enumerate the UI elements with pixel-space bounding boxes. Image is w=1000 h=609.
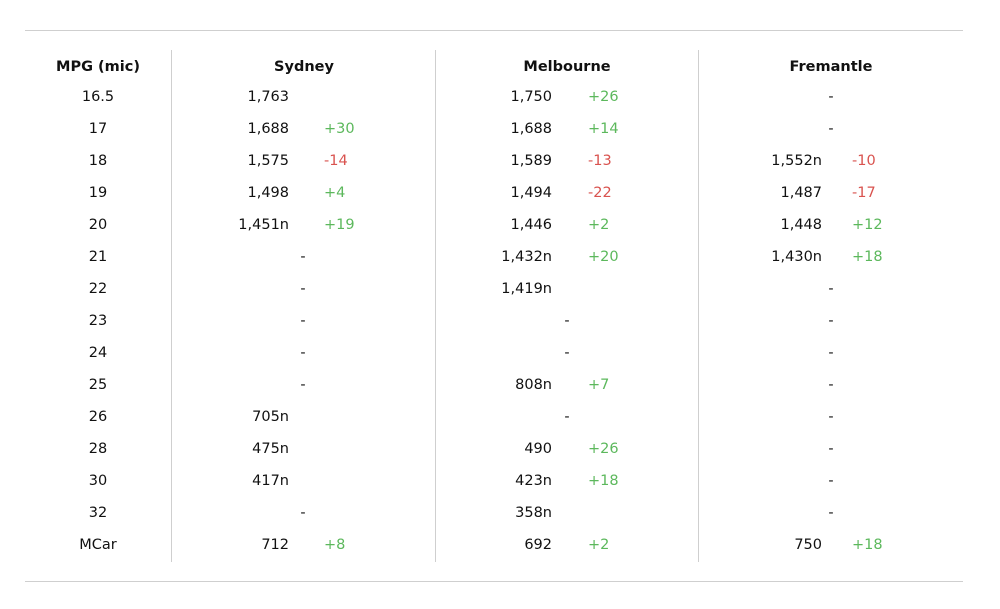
empty-cell-dash: - [828,505,834,521]
empty-cell-dash: - [828,345,834,361]
cell-change: +18 [852,537,883,553]
row-label: 30 [88,473,108,489]
header-sydney: Sydney [274,59,334,75]
row-label: 23 [88,313,108,329]
row-label: 32 [88,505,108,521]
cell-value: 1,446 [510,217,552,233]
cell-change: +8 [324,537,346,553]
empty-cell-dash: - [828,473,834,489]
column-divider [698,50,699,562]
empty-cell-dash: - [300,313,306,329]
cell-value: 1,419n [501,281,552,297]
cell-value: 1,589 [510,153,552,169]
cell-change: -10 [852,153,876,169]
cell-value: 1,487 [780,185,822,201]
row-label: MCar [79,537,117,553]
cell-value: 750 [794,537,822,553]
cell-change: +26 [588,441,619,457]
empty-cell-dash: - [300,249,306,265]
cell-change: +2 [588,217,610,233]
empty-cell-dash: - [564,345,570,361]
row-label: 20 [88,217,108,233]
row-label: 26 [88,409,108,425]
cell-value: 705n [252,409,289,425]
header-fremantle: Fremantle [789,59,873,75]
cell-change: +18 [852,249,883,265]
cell-value: 1,494 [510,185,552,201]
cell-change: -22 [588,185,612,201]
cell-change: -14 [324,153,348,169]
empty-cell-dash: - [828,281,834,297]
empty-cell-dash: - [300,281,306,297]
empty-cell-dash: - [828,313,834,329]
cell-value: 1,688 [510,121,552,137]
cell-value: 417n [252,473,289,489]
cell-value: 1,750 [510,89,552,105]
cell-change: +14 [588,121,619,137]
cell-value: 490 [524,441,552,457]
cell-value: 1,498 [247,185,289,201]
row-label: 24 [88,345,108,361]
cell-value: 1,763 [247,89,289,105]
cell-value: 808n [515,377,552,393]
row-label: 28 [88,441,108,457]
cell-value: 423n [515,473,552,489]
row-label: 22 [88,281,108,297]
cell-value: 1,448 [780,217,822,233]
empty-cell-dash: - [828,121,834,137]
cell-change: +30 [324,121,355,137]
cell-value: 1,430n [771,249,822,265]
cell-change: +20 [588,249,619,265]
cell-change: +7 [588,377,610,393]
cell-change: +26 [588,89,619,105]
header-melbourne: Melbourne [523,59,611,75]
top-rule [25,30,963,31]
row-label: 19 [88,185,108,201]
bottom-rule [25,581,963,582]
empty-cell-dash: - [300,377,306,393]
cell-value: 692 [524,537,552,553]
empty-cell-dash: - [828,441,834,457]
cell-value: 1,552n [771,153,822,169]
cell-value: 712 [261,537,289,553]
empty-cell-dash: - [828,89,834,105]
cell-change: -17 [852,185,876,201]
row-label: 18 [88,153,108,169]
column-divider [435,50,436,562]
cell-change: -13 [588,153,612,169]
cell-change: +12 [852,217,883,233]
row-label: 17 [88,121,108,137]
empty-cell-dash: - [828,377,834,393]
cell-value: 1,575 [247,153,289,169]
header-label-column: MPG (mic) [56,59,140,75]
cell-change: +4 [324,185,346,201]
empty-cell-dash: - [564,409,570,425]
cell-change: +19 [324,217,355,233]
cell-value: 1,688 [247,121,289,137]
cell-value: 1,432n [501,249,552,265]
empty-cell-dash: - [564,313,570,329]
column-divider [171,50,172,562]
cell-value: 1,451n [238,217,289,233]
cell-change: +2 [588,537,610,553]
cell-value: 358n [515,505,552,521]
row-label: 25 [88,377,108,393]
row-label: 16.5 [81,89,115,105]
cell-value: 475n [252,441,289,457]
row-label: 21 [88,249,108,265]
empty-cell-dash: - [300,345,306,361]
cell-change: +18 [588,473,619,489]
empty-cell-dash: - [300,505,306,521]
empty-cell-dash: - [828,409,834,425]
